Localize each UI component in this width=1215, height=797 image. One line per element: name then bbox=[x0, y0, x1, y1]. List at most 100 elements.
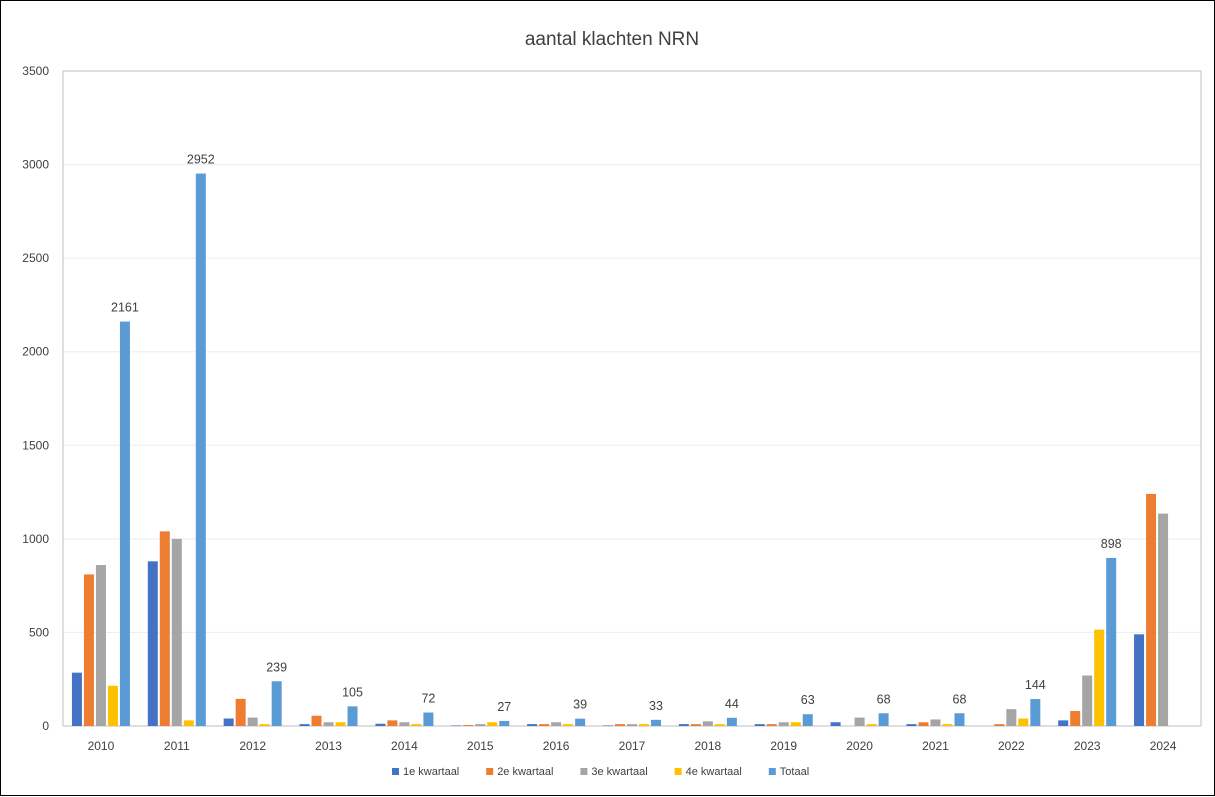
y-tick-label: 500 bbox=[29, 625, 49, 639]
gridlines bbox=[62, 70, 1202, 727]
legend-swatch bbox=[486, 768, 494, 775]
bar-1e-kwartaal-2010 bbox=[71, 672, 82, 726]
bar-totaal-2016 bbox=[575, 718, 586, 726]
y-axis-ticks: 0 500 1000 1500 2000 2500 3000 3500 bbox=[22, 64, 49, 733]
data-label: 44 bbox=[725, 697, 739, 711]
legend-swatch bbox=[392, 768, 399, 775]
data-label: 39 bbox=[573, 698, 587, 712]
bar-2e-kwartaal-2019 bbox=[766, 724, 777, 726]
data-label: 27 bbox=[497, 700, 511, 714]
bar-4e-kwartaal-2023 bbox=[1094, 629, 1105, 726]
bar-3e-kwartaal-2012 bbox=[247, 717, 258, 726]
bar-3e-kwartaal-2010 bbox=[95, 565, 106, 726]
bar-totaal-2010 bbox=[119, 321, 130, 726]
bar-totaal-2011 bbox=[195, 173, 206, 726]
bar-1e-kwartaal-2013 bbox=[299, 724, 310, 726]
bar-2e-kwartaal-2023 bbox=[1070, 711, 1081, 726]
x-tick-label: 2023 bbox=[1074, 739, 1101, 753]
y-tick-label: 1500 bbox=[22, 438, 49, 452]
bar-3e-kwartaal-2021 bbox=[930, 719, 941, 726]
data-label: 239 bbox=[266, 660, 287, 674]
bar-2e-kwartaal-2015 bbox=[463, 725, 474, 726]
y-tick-label: 3000 bbox=[22, 158, 49, 172]
bar-1e-kwartaal-2020 bbox=[830, 722, 841, 726]
bar-1e-kwartaal-2014 bbox=[375, 723, 386, 726]
data-label: 33 bbox=[649, 699, 663, 713]
data-labels: 2161 2952 239 105 72 27 39 33 44 63 68 68 144 898 bbox=[111, 153, 1122, 714]
bar-3e-kwartaal-2011 bbox=[171, 538, 182, 726]
data-label: 68 bbox=[953, 692, 967, 706]
data-label: 2952 bbox=[187, 153, 215, 167]
bar-1e-kwartaal-2019 bbox=[754, 724, 765, 726]
x-tick-label: 2018 bbox=[695, 739, 722, 753]
bar-2e-kwartaal-2013 bbox=[311, 715, 322, 726]
bar-totaal-2015 bbox=[499, 720, 510, 726]
legend-label: 1e kwartaal bbox=[403, 766, 459, 778]
bar-3e-kwartaal-2014 bbox=[399, 722, 410, 726]
bar-4e-kwartaal-2019 bbox=[790, 722, 801, 726]
bar-2e-kwartaal-2014 bbox=[387, 720, 398, 726]
bar-4e-kwartaal-2013 bbox=[335, 722, 346, 726]
x-tick-label: 2011 bbox=[164, 739, 190, 753]
data-label: 63 bbox=[801, 693, 815, 707]
x-tick-label: 2010 bbox=[88, 739, 115, 753]
bar-2e-kwartaal-2021 bbox=[918, 722, 929, 726]
x-tick-label: 2016 bbox=[543, 739, 570, 753]
data-label: 2161 bbox=[111, 301, 139, 315]
bar-3e-kwartaal-2018 bbox=[702, 721, 713, 726]
x-axis-ticks: 2010 2011 2012 2013 2014 2015 2016 2017 2018 2019… bbox=[88, 739, 1177, 753]
bar-2e-kwartaal-2011 bbox=[159, 531, 170, 726]
bar-4e-kwartaal-2011 bbox=[183, 720, 194, 726]
y-tick-label: 1000 bbox=[22, 532, 49, 546]
bar-2e-kwartaal-2024 bbox=[1146, 493, 1157, 726]
bar-2e-kwartaal-2017 bbox=[615, 724, 625, 726]
x-tick-label: 2012 bbox=[239, 739, 266, 753]
x-tick-label: 2013 bbox=[315, 739, 342, 753]
y-tick-label: 2500 bbox=[22, 251, 49, 265]
bar-totaal-2014 bbox=[423, 712, 434, 726]
bar-2e-kwartaal-2012 bbox=[235, 698, 246, 726]
bar-3e-kwartaal-2019 bbox=[778, 722, 789, 726]
bar-1e-kwartaal-2023 bbox=[1058, 720, 1069, 726]
bar-4e-kwartaal-2014 bbox=[411, 724, 422, 726]
x-tick-label: 2022 bbox=[998, 739, 1025, 753]
bar-1e-kwartaal-2021 bbox=[906, 724, 917, 726]
legend-label: 3e kwartaal bbox=[591, 766, 647, 778]
bar-totaal-2019 bbox=[802, 714, 813, 726]
bar-totaal-2012 bbox=[271, 681, 282, 726]
bar-1e-kwartaal-2011 bbox=[147, 561, 158, 726]
legend: 1e kwartaal 2e kwartaal 3e kwartaal 4e kwar… bbox=[392, 766, 809, 778]
x-tick-label: 2017 bbox=[619, 739, 646, 753]
data-label: 898 bbox=[1101, 537, 1122, 551]
bar-4e-kwartaal-2016 bbox=[563, 724, 574, 726]
legend-label: 4e kwartaal bbox=[686, 766, 742, 778]
bar-3e-kwartaal-2022 bbox=[1006, 709, 1017, 726]
x-tick-label: 2020 bbox=[846, 739, 873, 753]
x-tick-label: 2024 bbox=[1150, 739, 1177, 753]
bar-2e-kwartaal-2022 bbox=[994, 724, 1005, 726]
x-tick-label: 2015 bbox=[467, 739, 494, 753]
data-label: 144 bbox=[1025, 678, 1046, 692]
bar-totaal-2023 bbox=[1106, 557, 1117, 726]
legend-label: 2e kwartaal bbox=[497, 766, 553, 778]
bar-3e-kwartaal-2015 bbox=[475, 724, 486, 726]
legend-swatch bbox=[768, 768, 776, 775]
bar-totaal-2018 bbox=[726, 717, 737, 726]
bar-totaal-2022 bbox=[1030, 699, 1041, 726]
bar-4e-kwartaal-2015 bbox=[487, 722, 498, 726]
bar-2e-kwartaal-2010 bbox=[83, 574, 94, 726]
bar-2e-kwartaal-2018 bbox=[690, 724, 701, 726]
bars bbox=[71, 173, 1169, 726]
bar-3e-kwartaal-2023 bbox=[1082, 675, 1093, 726]
bar-1e-kwartaal-2015 bbox=[451, 725, 462, 726]
x-tick-label: 2021 bbox=[922, 739, 949, 753]
legend-swatch bbox=[580, 768, 588, 775]
data-label: 105 bbox=[342, 685, 363, 699]
bar-totaal-2013 bbox=[347, 706, 358, 726]
bar-3e-kwartaal-2024 bbox=[1158, 513, 1169, 726]
bar-3e-kwartaal-2017 bbox=[627, 724, 637, 726]
bar-3e-kwartaal-2016 bbox=[551, 722, 562, 726]
bar-totaal-2021 bbox=[954, 713, 965, 726]
y-tick-label: 2000 bbox=[22, 345, 49, 359]
